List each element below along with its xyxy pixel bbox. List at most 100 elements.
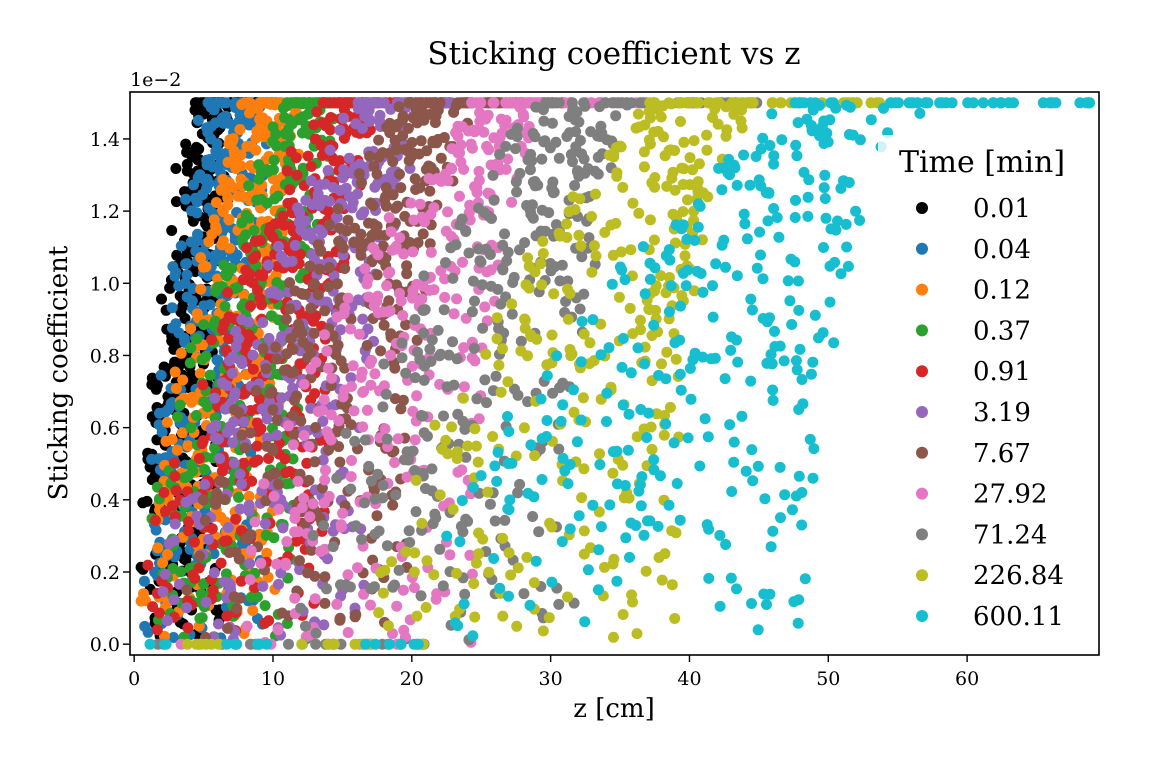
point-600.11 — [725, 344, 737, 356]
x-tick-label: 30 — [539, 668, 563, 690]
point-600.11 — [559, 465, 571, 477]
point-0.91 — [280, 467, 292, 479]
point-3.19 — [257, 580, 269, 592]
point-7.67 — [371, 168, 383, 180]
point-3.19 — [199, 479, 211, 490]
legend-label: 0.12 — [973, 276, 1031, 306]
point-3.19 — [356, 122, 368, 134]
point-27.92 — [442, 206, 454, 218]
point-226.84 — [688, 285, 700, 297]
point-71.24 — [381, 433, 393, 445]
point-0.91 — [305, 394, 317, 406]
point-226.84 — [664, 272, 675, 283]
point-600.11 — [674, 514, 686, 526]
point-27.92 — [499, 116, 511, 128]
point-0.37 — [267, 164, 279, 176]
point-71.24 — [307, 530, 319, 541]
point-0.37 — [175, 566, 186, 578]
point-226.84 — [702, 191, 714, 203]
point-600.11 — [745, 293, 757, 305]
point-0.01 — [186, 369, 197, 381]
point-71.24 — [546, 117, 558, 129]
point-0.91 — [245, 300, 257, 312]
point-600.11 — [525, 439, 537, 451]
point-7.67 — [305, 372, 317, 384]
point-600.11 — [799, 573, 811, 585]
point-3.19 — [352, 97, 364, 109]
point-7.67 — [303, 474, 315, 486]
point-226.84 — [520, 279, 532, 291]
point-226.84 — [561, 218, 572, 230]
point-600.11 — [456, 495, 468, 506]
point-600.11 — [541, 415, 553, 426]
point-3.19 — [191, 510, 203, 522]
point-600.11 — [571, 436, 583, 448]
point-71.24 — [327, 541, 339, 553]
point-0.37 — [185, 342, 197, 354]
point-600.11 — [383, 638, 395, 650]
point-0.91 — [281, 165, 293, 177]
point-0.91 — [277, 210, 289, 222]
point-226.84 — [712, 118, 724, 130]
point-0.91 — [230, 513, 242, 525]
point-226.84 — [502, 376, 514, 388]
point-7.67 — [309, 456, 321, 468]
point-71.24 — [369, 493, 381, 505]
point-3.19 — [271, 429, 283, 441]
point-600.11 — [892, 97, 904, 109]
point-600.11 — [556, 536, 568, 548]
point-7.67 — [342, 214, 354, 226]
point-600.11 — [491, 475, 503, 487]
point-0.12 — [230, 163, 242, 174]
point-27.92 — [320, 464, 331, 476]
point-7.67 — [334, 456, 346, 468]
point-7.67 — [393, 101, 405, 113]
point-600.11 — [716, 239, 728, 251]
point-3.19 — [243, 505, 255, 517]
point-600.11 — [790, 490, 802, 502]
point-71.24 — [459, 588, 471, 600]
point-226.84 — [735, 115, 747, 127]
point-226.84 — [528, 577, 540, 589]
point-3.19 — [221, 380, 233, 392]
point-71.24 — [574, 135, 586, 146]
point-600.11 — [601, 416, 612, 427]
point-0.12 — [175, 347, 187, 359]
point-7.67 — [355, 237, 367, 249]
point-27.92 — [244, 574, 256, 586]
point-226.84 — [617, 459, 629, 471]
point-0.04 — [213, 146, 225, 158]
point-71.24 — [515, 335, 527, 347]
point-600.11 — [824, 296, 836, 308]
point-27.92 — [319, 543, 331, 555]
point-600.11 — [619, 480, 631, 491]
point-7.67 — [355, 249, 367, 261]
point-226.84 — [670, 353, 682, 365]
point-71.24 — [420, 483, 431, 494]
point-226.84 — [701, 144, 713, 156]
point-600.11 — [807, 472, 819, 484]
point-71.24 — [484, 498, 496, 510]
point-71.24 — [524, 164, 536, 176]
point-600.11 — [789, 212, 801, 223]
point-7.67 — [387, 499, 399, 511]
point-27.92 — [473, 413, 485, 425]
point-600.11 — [723, 153, 735, 165]
y-tick-label: 1.2 — [90, 201, 120, 223]
point-27.92 — [369, 368, 381, 380]
legend-label: 3.19 — [973, 398, 1031, 428]
point-600.11 — [796, 374, 808, 385]
point-600.11 — [699, 413, 711, 425]
point-600.11 — [675, 384, 687, 396]
point-27.92 — [390, 240, 402, 252]
point-226.84 — [566, 348, 578, 360]
point-600.11 — [764, 588, 776, 600]
point-226.84 — [512, 562, 524, 574]
point-3.19 — [236, 314, 248, 326]
point-226.84 — [701, 129, 713, 141]
point-71.24 — [475, 256, 487, 268]
point-226.84 — [525, 329, 537, 341]
point-3.19 — [159, 568, 171, 580]
point-3.19 — [236, 478, 248, 490]
